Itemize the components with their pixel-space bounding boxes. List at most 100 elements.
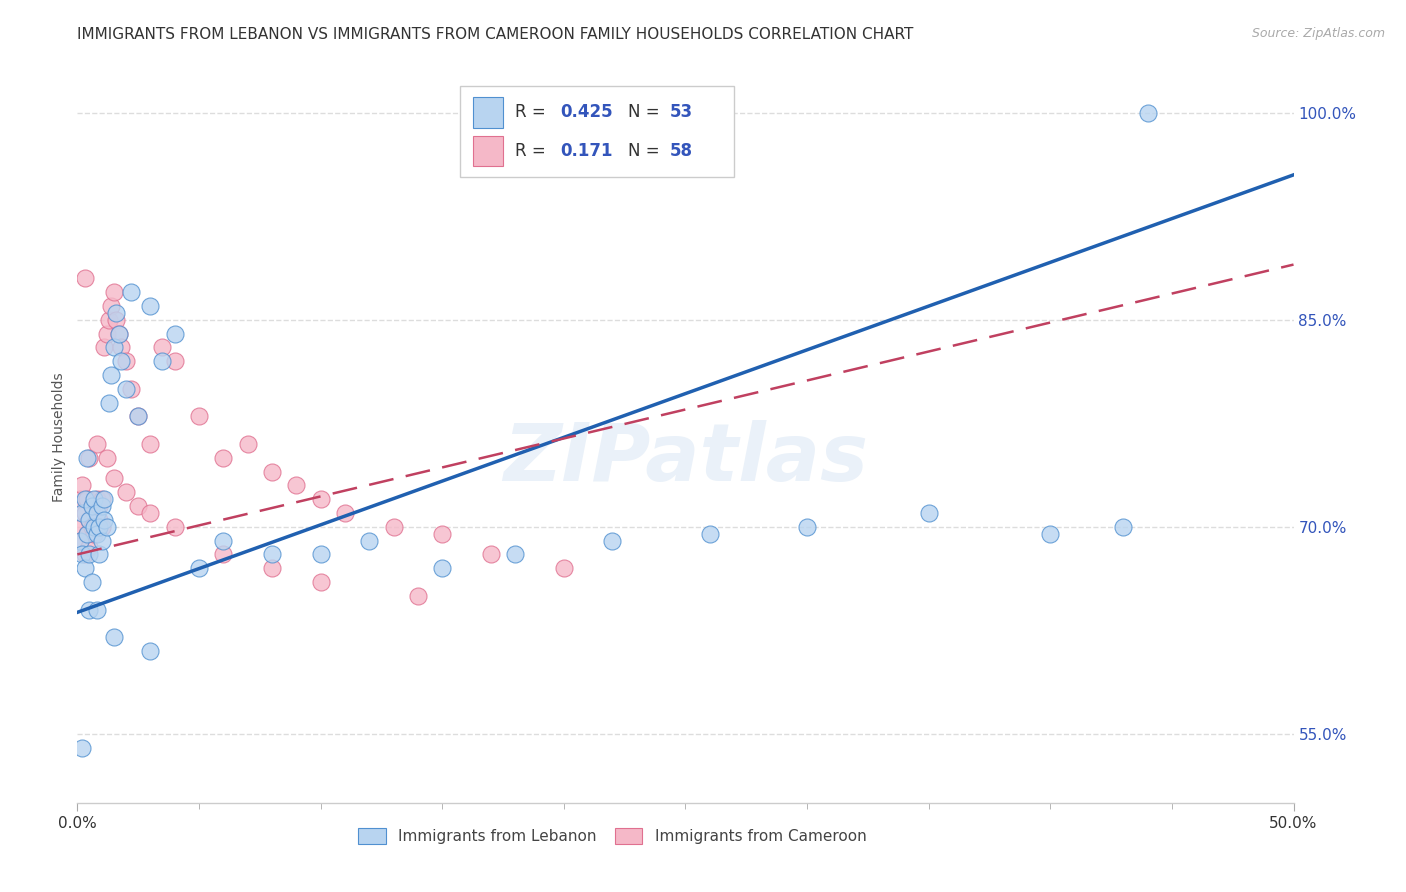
Point bbox=[260, 561, 283, 575]
Point bbox=[79, 513, 101, 527]
Text: N =: N = bbox=[628, 103, 665, 121]
Point bbox=[70, 506, 93, 520]
Point bbox=[107, 326, 129, 341]
FancyBboxPatch shape bbox=[472, 136, 503, 167]
Text: 58: 58 bbox=[669, 142, 693, 160]
Point bbox=[163, 326, 186, 341]
Text: ZIPatlas: ZIPatlas bbox=[503, 420, 868, 498]
Point bbox=[382, 520, 405, 534]
Point bbox=[73, 561, 96, 575]
Point bbox=[212, 548, 235, 562]
Text: 0.425: 0.425 bbox=[560, 103, 613, 121]
Point bbox=[127, 499, 149, 513]
Point bbox=[163, 354, 186, 368]
Point bbox=[188, 561, 211, 575]
Text: 0.171: 0.171 bbox=[560, 142, 613, 160]
Point bbox=[430, 561, 453, 575]
Point bbox=[90, 499, 112, 513]
Point bbox=[100, 368, 122, 382]
Point bbox=[212, 450, 235, 465]
Point bbox=[236, 437, 259, 451]
Point bbox=[83, 520, 105, 534]
Point bbox=[152, 354, 174, 368]
Point bbox=[79, 548, 101, 562]
Point bbox=[73, 271, 96, 285]
Point bbox=[115, 485, 138, 500]
Point bbox=[139, 506, 162, 520]
Point bbox=[1112, 520, 1135, 534]
Point bbox=[79, 541, 101, 555]
Point bbox=[73, 492, 96, 507]
Point bbox=[80, 499, 103, 513]
Point bbox=[309, 492, 332, 507]
FancyBboxPatch shape bbox=[472, 97, 503, 128]
Point bbox=[73, 548, 96, 562]
Point bbox=[110, 354, 132, 368]
Point bbox=[86, 602, 108, 616]
Point bbox=[80, 499, 103, 513]
Point bbox=[260, 548, 283, 562]
Point bbox=[89, 513, 111, 527]
Point bbox=[69, 533, 91, 548]
Point bbox=[86, 526, 108, 541]
Point bbox=[97, 312, 120, 326]
Point bbox=[90, 533, 112, 548]
Point bbox=[309, 548, 332, 562]
Point bbox=[139, 437, 162, 451]
Point bbox=[76, 526, 98, 541]
Point bbox=[80, 520, 103, 534]
Point bbox=[97, 395, 120, 409]
FancyBboxPatch shape bbox=[460, 86, 734, 178]
Point bbox=[796, 520, 818, 534]
Point bbox=[93, 513, 115, 527]
Point bbox=[103, 340, 125, 354]
Legend: Immigrants from Lebanon, Immigrants from Cameroon: Immigrants from Lebanon, Immigrants from… bbox=[353, 822, 873, 850]
Point bbox=[110, 340, 132, 354]
Point bbox=[73, 506, 96, 520]
Point bbox=[89, 520, 111, 534]
Point bbox=[188, 409, 211, 424]
Point bbox=[76, 526, 98, 541]
Point bbox=[1039, 526, 1062, 541]
Point bbox=[105, 312, 128, 326]
Point bbox=[83, 492, 105, 507]
Point bbox=[83, 506, 105, 520]
Point bbox=[115, 382, 138, 396]
Point bbox=[918, 506, 941, 520]
Point bbox=[103, 630, 125, 644]
Text: R =: R = bbox=[515, 103, 551, 121]
Point bbox=[79, 513, 101, 527]
Point bbox=[152, 340, 174, 354]
Text: R =: R = bbox=[515, 142, 557, 160]
Point bbox=[100, 299, 122, 313]
Point bbox=[69, 492, 91, 507]
Point bbox=[479, 548, 502, 562]
Point bbox=[105, 306, 128, 320]
Point bbox=[127, 409, 149, 424]
Point bbox=[553, 561, 575, 575]
Point bbox=[503, 548, 526, 562]
Point bbox=[70, 478, 93, 492]
Point bbox=[83, 526, 105, 541]
Point bbox=[86, 520, 108, 534]
Point bbox=[89, 548, 111, 562]
Point bbox=[103, 471, 125, 485]
Point bbox=[103, 285, 125, 300]
Point bbox=[96, 520, 118, 534]
Point bbox=[1136, 105, 1159, 120]
Point bbox=[86, 506, 108, 520]
Point bbox=[70, 548, 93, 562]
Point bbox=[430, 526, 453, 541]
Point bbox=[139, 644, 162, 658]
Point bbox=[90, 492, 112, 507]
Point bbox=[80, 574, 103, 589]
Point bbox=[79, 602, 101, 616]
Y-axis label: Family Households: Family Households bbox=[52, 372, 66, 502]
Point bbox=[602, 533, 624, 548]
Point bbox=[212, 533, 235, 548]
Point bbox=[285, 478, 308, 492]
Point bbox=[120, 382, 142, 396]
Point bbox=[406, 589, 429, 603]
Text: IMMIGRANTS FROM LEBANON VS IMMIGRANTS FROM CAMEROON FAMILY HOUSEHOLDS CORRELATIO: IMMIGRANTS FROM LEBANON VS IMMIGRANTS FR… bbox=[77, 27, 914, 42]
Point bbox=[107, 326, 129, 341]
